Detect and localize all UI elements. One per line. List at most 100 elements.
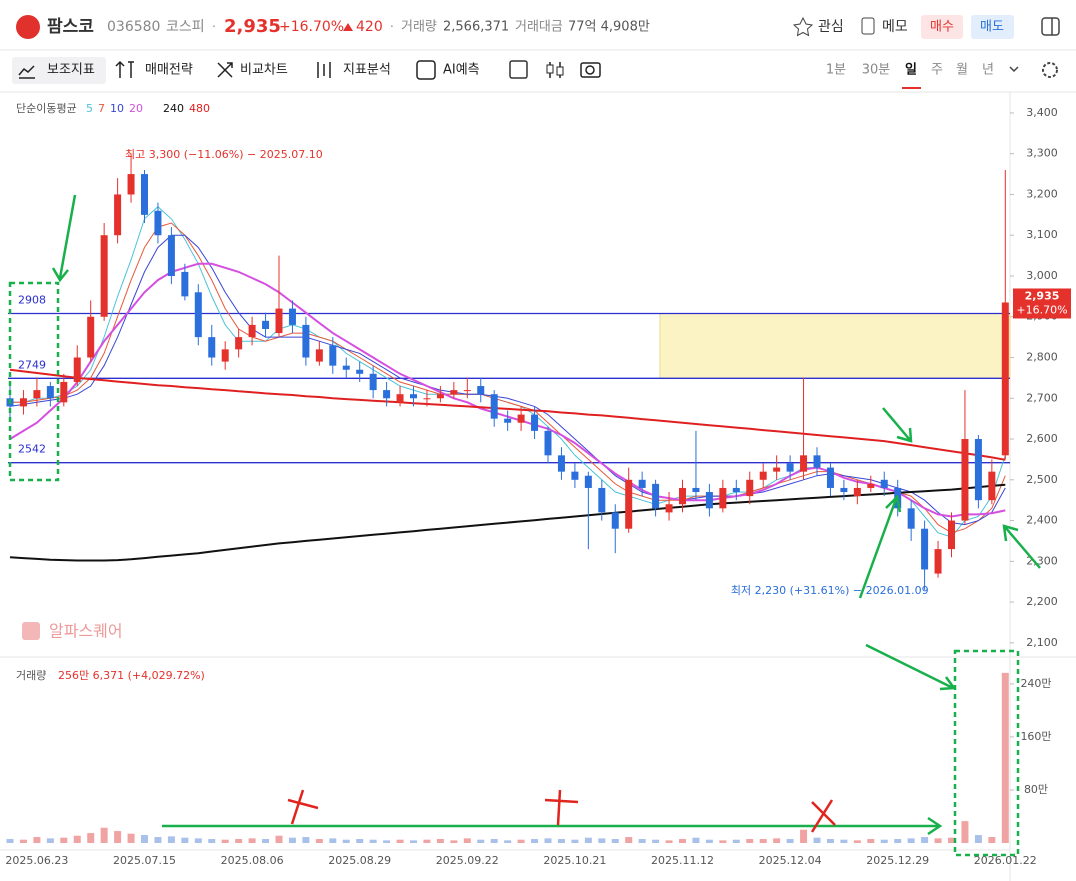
period[interactable]: 1분: [826, 63, 846, 78]
candle-body: [826, 467, 834, 488]
candle-body: [127, 174, 135, 195]
candle-body: [853, 487, 861, 497]
volume-bar: [396, 839, 404, 843]
period[interactable]: 주: [931, 63, 943, 78]
settings-icon[interactable]: [1042, 62, 1058, 78]
button-interest[interactable]: 관심: [818, 19, 844, 35]
volume-bar: [477, 839, 485, 843]
tool[interactable]: 보조지표: [47, 63, 95, 78]
volume-bar: [60, 837, 68, 843]
panel-icon[interactable]: [1041, 17, 1060, 36]
tool[interactable]: 지표분석: [343, 63, 391, 78]
candle-body: [302, 324, 310, 358]
dot: ·: [390, 20, 394, 34]
candle-body: [383, 390, 391, 399]
volume-title: 거래량: [16, 669, 46, 682]
level-label: 2749: [18, 358, 46, 371]
volume-bar: [948, 837, 955, 843]
button-memo[interactable]: 메모: [882, 19, 908, 35]
tool[interactable]: 비교차트: [240, 63, 288, 78]
volume-bar: [531, 839, 539, 843]
volume-bar: [584, 837, 592, 843]
arrow: [858, 494, 902, 599]
candle-body: [732, 487, 740, 493]
volume-bar: [705, 839, 713, 843]
volume-bar: [342, 839, 350, 843]
volume-bar: [302, 837, 310, 843]
level-zone: [659, 312, 1011, 379]
x-tick-label: 2025.12.04: [759, 854, 822, 867]
candle-body: [759, 471, 767, 480]
candle-body: [33, 390, 41, 399]
period[interactable]: 30분: [862, 63, 891, 78]
volume-bar: [275, 835, 283, 843]
y-tick-label: 2,100: [1026, 636, 1058, 649]
candle-body: [571, 471, 579, 480]
stock-code: 036580: [107, 19, 160, 35]
volume-bar: [826, 839, 834, 843]
arrow: [1002, 524, 1041, 569]
candle-body: [1001, 302, 1009, 456]
arrow: [162, 816, 943, 836]
star-icon[interactable]: [792, 16, 814, 37]
volume-bar: [786, 839, 794, 843]
candle-body: [60, 381, 68, 403]
candle-body: [73, 357, 81, 382]
volume-bar: [315, 839, 323, 843]
volume-bar: [6, 839, 14, 843]
button-sell[interactable]: 매도: [980, 20, 1004, 35]
legend-entry: 480: [189, 102, 210, 115]
volume-bar: [410, 840, 417, 843]
x-tick-label: 2026.01.22: [974, 854, 1037, 867]
y-tick-label: 2,600: [1026, 432, 1058, 445]
volume-bar: [127, 833, 135, 843]
ma-title: 단순이동평균: [16, 102, 77, 115]
volume-bar: [114, 831, 122, 843]
volume-bar: [33, 837, 41, 843]
tool[interactable]: 매매전략: [145, 63, 193, 78]
volume-bar: [87, 833, 95, 843]
volume-bar: [813, 837, 821, 843]
candle-body: [544, 430, 552, 456]
sell-button-bg[interactable]: [971, 15, 1014, 39]
period-active[interactable]: 일: [905, 63, 917, 78]
legend-entry: 7: [98, 102, 105, 115]
camera-icon[interactable]: [580, 62, 601, 78]
candle-body: [625, 479, 633, 529]
candle-body: [410, 394, 417, 399]
period[interactable]: 월: [956, 63, 968, 78]
period[interactable]: 년: [982, 63, 994, 78]
candle-body: [665, 504, 673, 513]
volume-bar: [921, 837, 929, 843]
chevron[interactable]: [1009, 66, 1019, 73]
candle-body: [248, 324, 256, 338]
legend-entry: 240: [163, 102, 184, 115]
volume-bar: [19, 839, 27, 843]
volume-bar: [504, 840, 512, 843]
x-mark: [287, 789, 319, 825]
button-buy[interactable]: 매수: [930, 20, 954, 35]
camera-lens: [585, 65, 595, 75]
volume-bar: [611, 839, 619, 843]
volume-bar: [571, 839, 579, 843]
candle-body: [786, 463, 794, 472]
tool-active-bg: [12, 57, 106, 84]
tool-icon: [115, 60, 134, 78]
watermark: 알파스퀘어: [49, 622, 123, 641]
price-tag-value: 2,935: [1025, 289, 1060, 302]
ma-line: [10, 222, 1006, 534]
y-tick-label: 2,500: [1026, 473, 1058, 486]
candle-body: [813, 455, 821, 468]
volume-bar: [719, 840, 727, 843]
checkbox-icon[interactable]: [509, 60, 528, 79]
buy-button-bg[interactable]: [921, 15, 963, 39]
candle-body: [961, 439, 969, 521]
volume-bar: [625, 837, 633, 843]
price-tag-rate: +16.70%: [1016, 303, 1067, 316]
memo-icon[interactable]: [861, 17, 875, 35]
y-tick-label: 2,300: [1026, 554, 1058, 567]
level-label: 2908: [18, 293, 46, 306]
volume-bar: [329, 838, 337, 843]
volume-bar: [732, 839, 740, 843]
tool[interactable]: AI예측: [443, 63, 480, 78]
